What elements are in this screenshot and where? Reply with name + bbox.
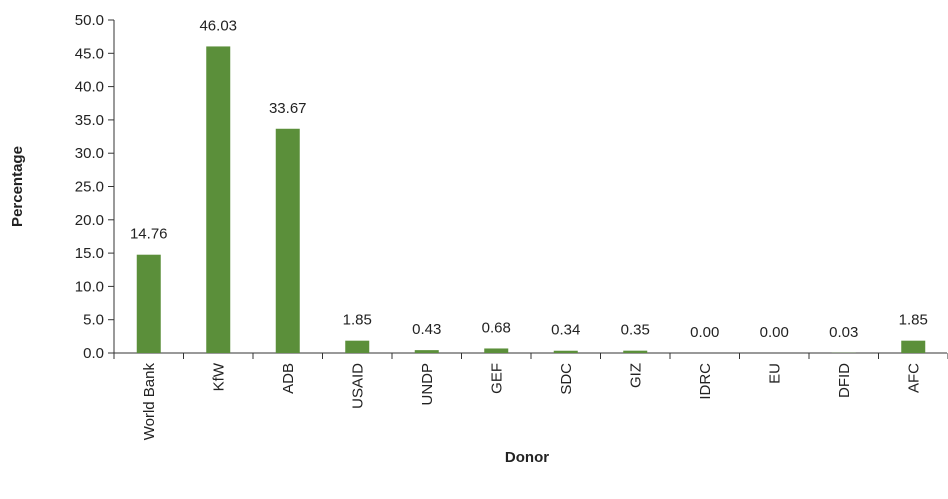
bar-gef bbox=[484, 348, 508, 353]
y-axis-title: Percentage bbox=[9, 146, 26, 227]
bar-giz bbox=[623, 351, 647, 353]
data-label: 0.35 bbox=[621, 322, 650, 339]
x-axis-title: Donor bbox=[505, 449, 549, 466]
data-label: 1.85 bbox=[343, 312, 372, 329]
data-label: 1.85 bbox=[899, 312, 928, 329]
y-tick-label: 15.0 bbox=[75, 245, 104, 262]
x-tick-label: KfW bbox=[210, 362, 227, 391]
value-labels: 14.76 46.03 33.67 1.85 0.43 0.68 0.34 0.35 0.00 0… bbox=[130, 17, 928, 341]
x-tick-label: USAID bbox=[349, 363, 366, 409]
x-tick-label: DFID bbox=[836, 363, 853, 398]
x-tick-label: IDRC bbox=[697, 363, 714, 400]
data-label: 0.68 bbox=[482, 319, 511, 336]
y-tick-label: 45.0 bbox=[75, 45, 104, 62]
bar-adb bbox=[276, 129, 300, 353]
data-label: 0.34 bbox=[551, 322, 580, 339]
x-tick-label: ADB bbox=[280, 363, 297, 394]
bar-usaid bbox=[345, 341, 369, 353]
data-label: 0.00 bbox=[690, 324, 719, 341]
bar-world-bank bbox=[137, 255, 161, 353]
y-tick-label: 35.0 bbox=[75, 112, 104, 129]
x-tick-label: SDC bbox=[558, 363, 575, 395]
x-tick-label: EU bbox=[766, 363, 783, 384]
y-tick-label: 40.0 bbox=[75, 79, 104, 96]
x-axis-ticks bbox=[114, 353, 948, 359]
y-tick-label: 30.0 bbox=[75, 145, 104, 162]
bar-sdc bbox=[554, 351, 578, 353]
x-tick-label: UNDP bbox=[419, 363, 436, 406]
x-tick-label: World Bank bbox=[141, 363, 158, 441]
bar-afc bbox=[901, 341, 925, 353]
data-label: 0.43 bbox=[412, 321, 441, 338]
y-tick-label: 10.0 bbox=[75, 278, 104, 295]
data-label: 14.76 bbox=[130, 226, 168, 243]
y-tick-label: 5.0 bbox=[83, 312, 104, 329]
bar-undp bbox=[415, 350, 439, 353]
bar-kfw bbox=[206, 46, 230, 353]
category-labels: World Bank KfW ADB USAID UNDP GEF SDC GIZ IDRC EU… bbox=[141, 362, 923, 440]
data-label: 33.67 bbox=[269, 100, 307, 117]
y-tick-label: 50.0 bbox=[75, 12, 104, 29]
data-label: 46.03 bbox=[199, 17, 237, 34]
bars bbox=[137, 46, 926, 353]
data-label: 0.03 bbox=[829, 324, 858, 341]
y-tick-label: 20.0 bbox=[75, 212, 104, 229]
x-tick-label: GEF bbox=[488, 363, 505, 394]
x-tick-label: GIZ bbox=[627, 363, 644, 388]
y-tick-label: 25.0 bbox=[75, 179, 104, 196]
data-label: 0.00 bbox=[760, 324, 789, 341]
y-tick-label: 0.0 bbox=[83, 345, 104, 362]
y-axis-ticks: 0.0 5.0 10.0 15.0 20.0 25.0 30.0 35.0 40.0 45.0 50… bbox=[75, 12, 114, 362]
x-tick-label: AFC bbox=[905, 363, 922, 393]
